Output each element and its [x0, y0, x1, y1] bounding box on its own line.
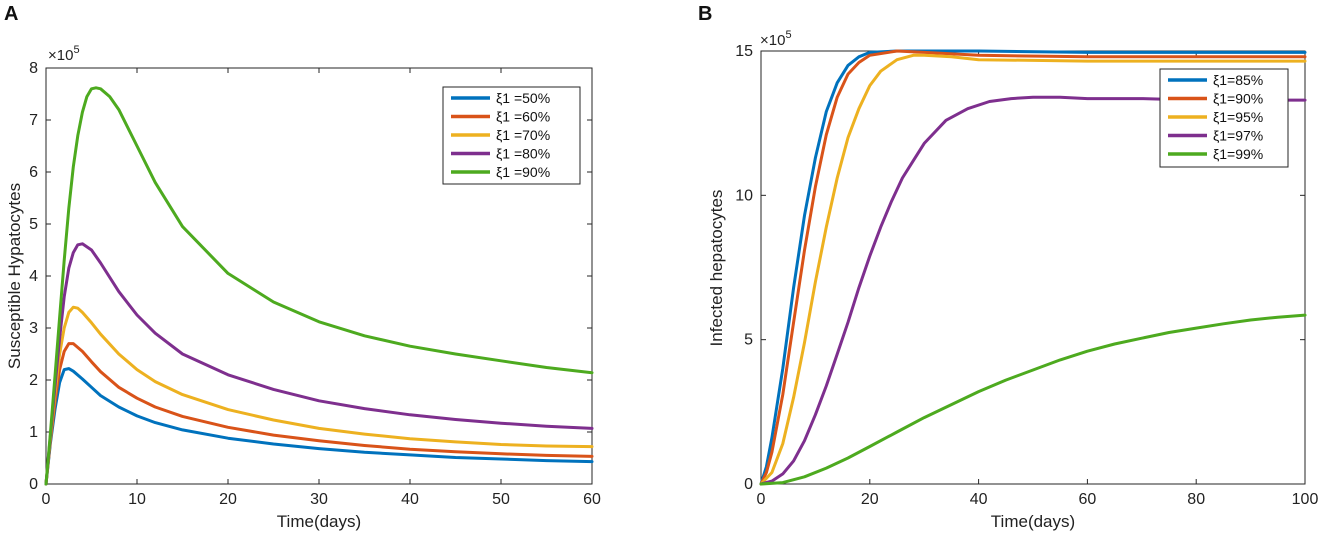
panel-a-y-tick-label: 3 — [29, 320, 38, 337]
panel-b-series-line-5 — [759, 313, 1307, 486]
panel-b-series-line-2 — [759, 49, 1307, 486]
panel-b-legend-label-4: ξ1=97% — [1213, 128, 1263, 144]
panel-b-x-tick-label: 0 — [757, 491, 766, 508]
panel-a-y-tick-label: 5 — [29, 216, 38, 233]
panel-label-a: A — [4, 3, 18, 25]
panel-a-y-tick-label: 1 — [29, 424, 38, 441]
panel-a-y-tick-label: 8 — [29, 60, 38, 77]
panel-b-x-tick-label: 60 — [1079, 491, 1097, 508]
panel-a-series-line-5 — [44, 86, 594, 486]
panel-a-ticks: 0 10 20 30 40 50 60 0 1 2 3 4 5 6 7 8 — [29, 60, 601, 508]
panel-a-y-tick-label: 4 — [29, 268, 38, 285]
panel-b-x-tick-label: 20 — [861, 491, 879, 508]
panel-a-x-tick-label: 50 — [492, 491, 510, 508]
panel-b-ticks: 0 20 40 60 80 100 0 5 10 15 — [735, 43, 1318, 508]
panel-a-y-multiplier: ×105 — [48, 44, 80, 64]
panel-b-legend-label-1: ξ1=85% — [1213, 72, 1263, 88]
panel-a-series-line-2 — [44, 342, 594, 486]
panel-a-y-multiplier-base: ×10 — [48, 47, 73, 64]
panel-a-y-tick-label: 7 — [29, 112, 38, 129]
panel-b-x-tick-label: 80 — [1187, 491, 1205, 508]
panel-a-x-tick-label: 20 — [219, 491, 237, 508]
panel-a-y-tick-label: 2 — [29, 372, 38, 389]
panel-a-x-tick-label: 10 — [128, 491, 146, 508]
panel-a-y-tick-label: 6 — [29, 164, 38, 181]
panel-b-y-tick-label: 10 — [735, 187, 753, 204]
panel-b-y-tick-label: 0 — [744, 476, 753, 493]
panel-a-legend-label-2: ξ1 =60% — [496, 109, 550, 125]
panel-a-legend-label-3: ξ1 =70% — [496, 127, 550, 143]
panel-b-series-line-3 — [759, 53, 1307, 486]
panel-a-x-tick-label: 0 — [42, 491, 51, 508]
panel-a-legend-label-4: ξ1 =80% — [496, 146, 550, 162]
panel-a-legend: ξ1 =50% ξ1 =60% ξ1 =70% ξ1 =80% ξ1 =90% — [442, 86, 581, 185]
panel-a-legend-label-1: ξ1 =50% — [496, 90, 550, 106]
panel-label-b: B — [698, 3, 712, 25]
panel-b-series-line-4 — [759, 95, 1307, 486]
panel-a-series — [44, 86, 594, 486]
panel-a-x-tick-label: 40 — [401, 491, 419, 508]
panel-a-series-line-4 — [44, 242, 594, 486]
panel-a-legend-label-5: ξ1 =90% — [496, 164, 550, 180]
panel-b-series-line-1 — [759, 49, 1307, 486]
panel-a-series-line-1 — [44, 367, 594, 486]
panel-a-x-axis-title: Time(days) — [277, 512, 361, 531]
panel-b-y-tick-label: 15 — [735, 43, 753, 60]
panel-a-y-multiplier-exponent: 5 — [73, 44, 79, 56]
panel-b-y-multiplier-base: ×10 — [760, 32, 785, 49]
panel-a-y-tick-label: 0 — [29, 476, 38, 493]
panel-b-y-tick-label: 5 — [744, 332, 753, 349]
panel-b-x-tick-label: 40 — [970, 491, 988, 508]
panel-a-series-line-3 — [44, 305, 594, 486]
panel-b-x-axis-title: Time(days) — [991, 512, 1075, 531]
panel-b-x-tick-label: 100 — [1292, 491, 1319, 508]
panel-a-y-axis-title: Susceptible Hypatocytes — [5, 183, 24, 369]
panel-a-x-tick-label: 60 — [583, 491, 601, 508]
panel-b-legend-label-5: ξ1=99% — [1213, 146, 1263, 162]
panel-b-y-axis-title: Infected hepatocytes — [707, 190, 726, 347]
panel-b-y-multiplier-exponent: 5 — [785, 29, 791, 41]
panel-b-series — [759, 49, 1307, 486]
panel-b-legend: ξ1=85% ξ1=90% ξ1=95% ξ1=97% ξ1=99% — [1159, 68, 1289, 168]
panel-a-x-tick-label: 30 — [310, 491, 328, 508]
panel-b-y-multiplier: ×105 — [760, 29, 792, 49]
panel-b-legend-label-2: ξ1=90% — [1213, 91, 1263, 107]
panel-b-legend-label-3: ξ1=95% — [1213, 109, 1263, 125]
